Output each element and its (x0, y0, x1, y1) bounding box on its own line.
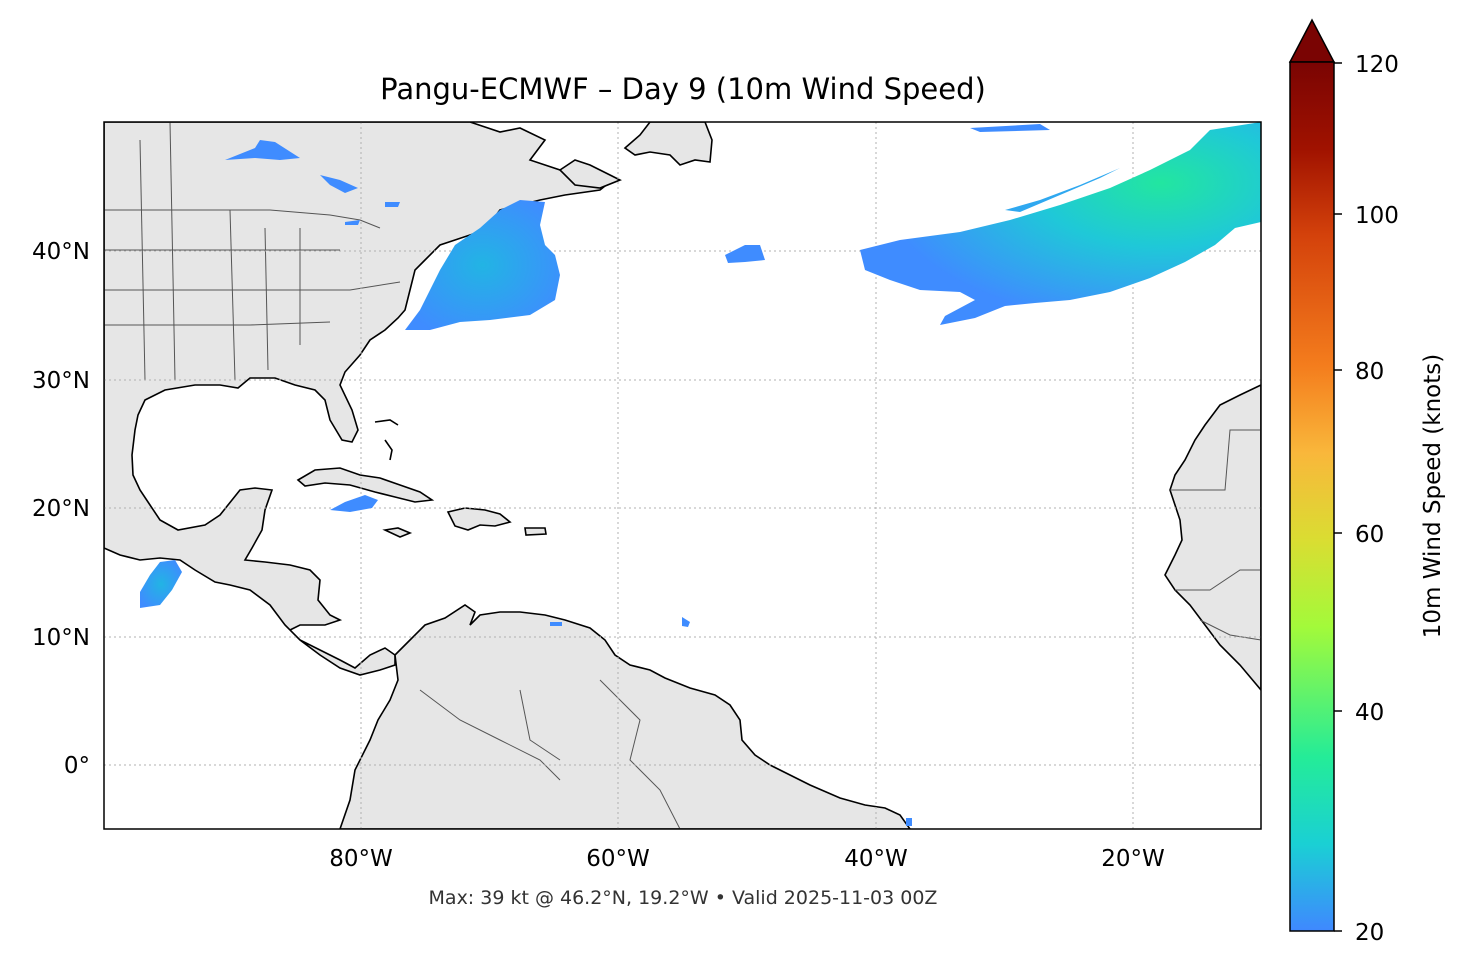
lon-tick-40w: 40°W (844, 846, 908, 872)
wind-speed-field (140, 122, 1261, 826)
wind-small-patch-1 (550, 622, 562, 626)
wind-us-coast (405, 200, 560, 330)
colorbar-tick-80: 80 (1355, 359, 1384, 385)
lat-tick-40n: 40°N (32, 239, 90, 265)
wind-lake-huron (320, 175, 358, 193)
colorbar-tick-120: 120 (1355, 52, 1399, 78)
lat-tick-labels: 40°N 30°N 20°N 10°N 0° (32, 239, 90, 779)
lat-tick-0: 0° (64, 753, 90, 779)
political-borders (104, 122, 1261, 829)
lon-tick-60w: 60°W (586, 846, 650, 872)
wind-great-lakes (225, 140, 300, 160)
map-title: Pangu-ECMWF – Day 9 (10m Wind Speed) (380, 72, 986, 106)
lon-tick-80w: 80°W (329, 846, 393, 872)
bahamas-land (374, 419, 399, 461)
wind-pacific-mexico (140, 560, 182, 608)
wind-mid-atlantic-patch (725, 245, 765, 263)
wind-jet-northeast (860, 122, 1261, 325)
map-footer: Max: 39 kt @ 46.2°N, 19.2°W • Valid 2025… (429, 887, 938, 909)
colorbar-extend-arrow (1288, 18, 1336, 63)
colorbar-tick-100: 100 (1355, 203, 1399, 229)
map-area (104, 122, 1261, 829)
cuba-land (296, 467, 435, 503)
wind-small-patch-3 (906, 818, 912, 826)
map-frame (103, 121, 1262, 830)
newfoundland-land (623, 122, 713, 166)
africa-land (1164, 384, 1261, 692)
wind-jet-northeast-streak (1005, 168, 1120, 212)
nova-scotia-land (558, 159, 622, 189)
south-america-land (339, 604, 911, 829)
colorbar-tick-60: 60 (1355, 522, 1384, 548)
colorbar-tick-20: 20 (1355, 920, 1384, 946)
wind-small-patch-2 (682, 617, 690, 627)
hispaniola-land (446, 507, 512, 531)
colorbar-scale (1289, 61, 1335, 932)
lon-tick-labels: 80°W 60°W 40°W 20°W (329, 846, 1165, 872)
colorbar-tick-40: 40 (1355, 700, 1384, 726)
lat-tick-10n: 10°N (32, 625, 90, 651)
colorbar-label: 10m Wind Speed (knots) (1420, 354, 1446, 638)
wind-caribbean-patch (330, 495, 378, 512)
lat-tick-30n: 30°N (32, 368, 90, 394)
wind-jet-northeast-top (970, 124, 1050, 132)
lon-tick-20w: 20°W (1101, 846, 1165, 872)
jamaica-land (382, 527, 413, 538)
wind-lake-erie (345, 220, 360, 225)
lat-tick-20n: 20°N (32, 496, 90, 522)
puerto-rico-land (524, 527, 547, 536)
wind-lake-ontario (385, 202, 400, 207)
colorbar: 120 100 80 60 40 20 10m Wind Speed (knot… (1288, 18, 1446, 946)
